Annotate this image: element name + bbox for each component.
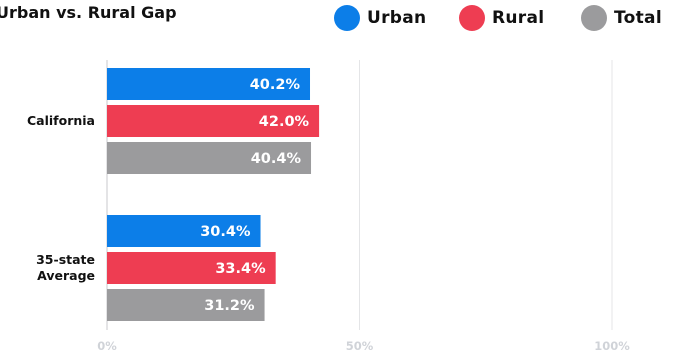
legend-item-rural: Rural (459, 4, 544, 32)
x-tick-label-50: 50% (346, 339, 374, 353)
bar-total-0 (107, 142, 312, 174)
legend-swatch-total (581, 5, 607, 31)
category-label-1: 35-state Average (36, 252, 95, 283)
chart-title: Urban vs. Rural Gap (0, 3, 177, 22)
legend-item-urban: Urban (334, 4, 426, 32)
category-label-0: California (27, 113, 95, 128)
legend-label-urban: Urban (367, 8, 427, 28)
x-tick-label-100: 100% (594, 339, 630, 353)
data-label-urban-1: 30.4% (200, 224, 251, 240)
bar-rural-0 (107, 105, 320, 137)
x-tick-label-0: 0% (97, 339, 117, 353)
legend-swatch-urban (334, 5, 360, 31)
data-label-urban-0: 40.2% (250, 77, 301, 93)
legend-label-total: Total (614, 8, 662, 28)
data-label-total-1: 31.2% (204, 298, 255, 314)
legend-item-total: Total (581, 4, 662, 32)
bar-urban-0 (107, 68, 311, 100)
legend-swatch-rural (459, 5, 485, 31)
bar-total-1 (107, 289, 265, 321)
legend-label-rural: Rural (492, 8, 545, 28)
data-label-rural-0: 42.0% (259, 114, 310, 130)
bar-urban-1 (107, 215, 261, 247)
data-label-rural-1: 33.4% (215, 261, 266, 277)
data-label-total-0: 40.4% (251, 151, 302, 167)
bar-rural-1 (107, 252, 276, 284)
